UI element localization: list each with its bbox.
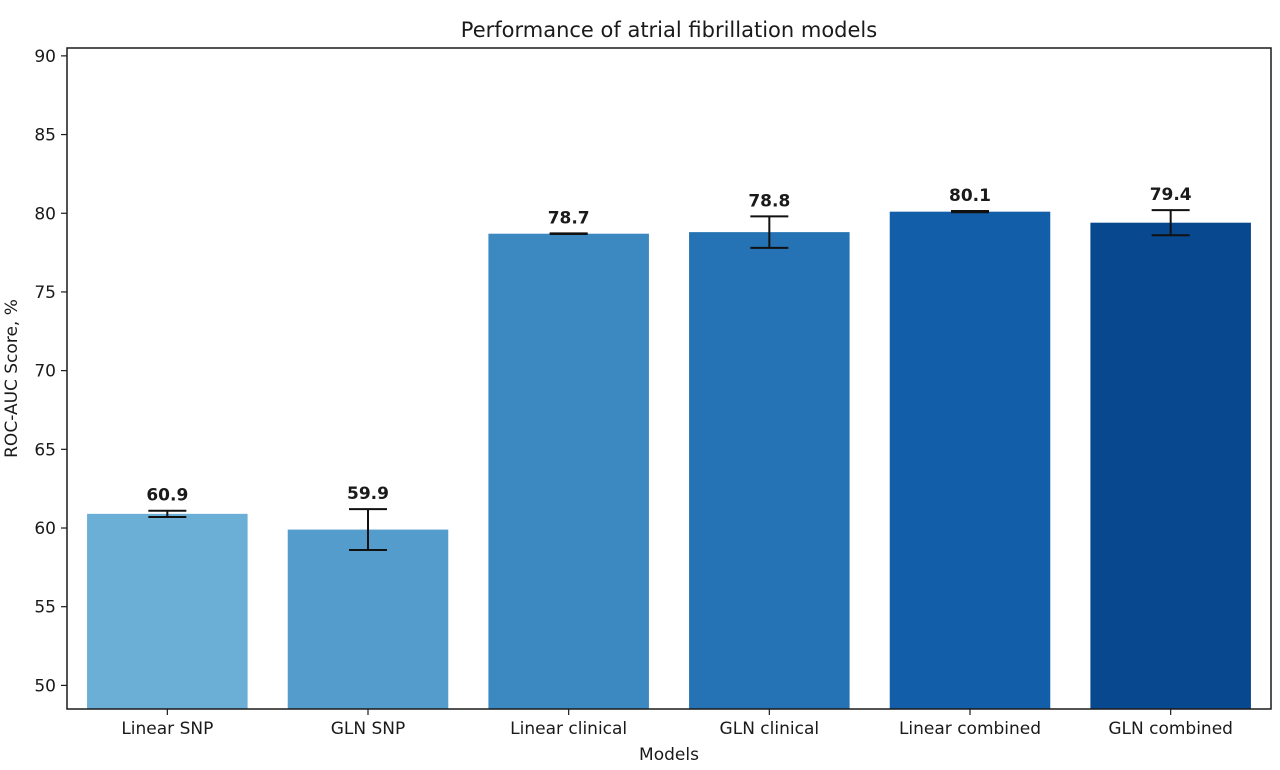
bar-value-label: 60.9: [146, 486, 188, 506]
x-tick-label: GLN combined: [1108, 719, 1233, 739]
y-tick-label: 50: [34, 676, 56, 696]
bar-value-label: 59.9: [347, 484, 389, 504]
bar: [889, 211, 1051, 709]
x-tick-label: Linear SNP: [121, 719, 213, 739]
y-tick-label: 65: [34, 440, 56, 460]
error-bars-group: [148, 209, 1190, 552]
x-axis: Linear SNP GLN SNP Linear clinical GLN clin…: [121, 709, 1233, 739]
bar: [87, 513, 248, 709]
y-tick-label: 60: [34, 519, 56, 539]
bars-group: [87, 211, 1251, 709]
bar: [287, 529, 449, 709]
bar-value-label: 79.4: [1150, 185, 1192, 205]
plot-frame: [66, 47, 1272, 710]
y-tick-label: 85: [34, 126, 56, 146]
bar: [689, 232, 850, 709]
x-tick-label: Linear combined: [899, 719, 1041, 739]
y-tick-label: 70: [34, 362, 56, 382]
x-tick-label: Linear clinical: [510, 719, 627, 739]
y-tick-label: 75: [34, 283, 56, 303]
chart-title: Performance of atrial fibrillation model…: [461, 18, 877, 42]
bar-value-label: 78.7: [548, 208, 590, 228]
y-tick-label: 80: [34, 204, 56, 224]
x-axis-title: Models: [639, 745, 699, 765]
y-axis: 50 55 60 65 70 75 80 85 90: [34, 47, 67, 696]
y-axis-title: ROC-AUC Score, %: [2, 299, 22, 458]
y-tick-label: 55: [34, 598, 56, 618]
bar: [1090, 222, 1251, 709]
bar-value-label: 78.8: [748, 191, 790, 211]
value-labels-group: 60.9 59.9 78.7 78.8 80.1 79.4: [146, 185, 1191, 506]
bar-value-label: 80.1: [949, 186, 991, 206]
x-tick-label: GLN clinical: [720, 719, 820, 739]
bar: [488, 233, 649, 709]
x-tick-label: GLN SNP: [331, 719, 406, 739]
y-tick-label: 90: [34, 47, 56, 67]
